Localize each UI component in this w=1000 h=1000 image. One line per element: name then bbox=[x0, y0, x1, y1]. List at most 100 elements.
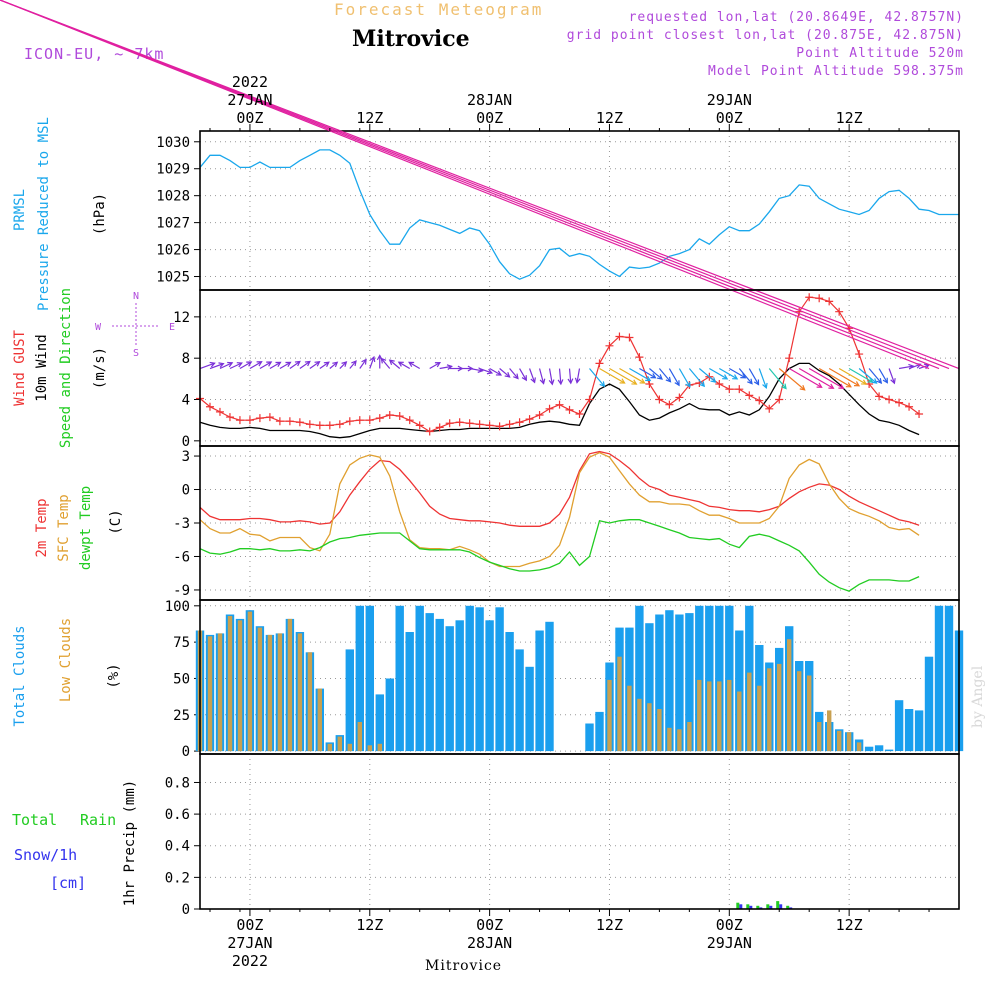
y-tick-label: 1028 bbox=[156, 189, 190, 205]
total-cloud-bar bbox=[655, 614, 664, 752]
y-tick-label: 50 bbox=[173, 671, 190, 687]
rain-bar bbox=[776, 901, 780, 909]
gust-marker bbox=[215, 407, 224, 416]
low-cloud-bar bbox=[787, 639, 792, 752]
gust-marker bbox=[755, 396, 764, 405]
panel-clouds: 0 25 50 75 100 bbox=[165, 599, 964, 760]
gust-marker bbox=[745, 391, 754, 400]
y-tick-label: 8 bbox=[182, 351, 190, 367]
gust-marker bbox=[565, 405, 574, 414]
gust-marker bbox=[715, 380, 724, 389]
wind-arrow-head bbox=[699, 381, 706, 388]
wind-arrow bbox=[639, 367, 657, 379]
wind-arrow bbox=[798, 367, 835, 389]
low-cloud-bar bbox=[227, 616, 233, 752]
gridpoint-coords: grid point closest lon,lat (20.875E, 42.… bbox=[566, 28, 964, 43]
wind-arrow-shaft bbox=[349, 360, 357, 369]
wind-arrow bbox=[429, 362, 441, 370]
y-tick-label: 25 bbox=[173, 708, 190, 724]
gust-marker bbox=[535, 411, 544, 420]
wind-arrow-head bbox=[548, 379, 555, 386]
low-cloud-bar bbox=[647, 703, 652, 752]
wind-arrow bbox=[698, 368, 717, 383]
rain-bar bbox=[766, 904, 770, 909]
wind-arrow-head bbox=[397, 361, 404, 367]
wind-arrow-head bbox=[294, 360, 301, 367]
wind-arrow-shaft bbox=[380, 358, 391, 369]
wind-direction-label: Speed and Direction bbox=[58, 288, 74, 448]
wind-arrow-head bbox=[799, 384, 806, 391]
wind-arrow-shaft bbox=[589, 368, 605, 387]
wind-arrow-shaft bbox=[319, 361, 330, 370]
wind-arrow-shaft bbox=[499, 368, 510, 378]
wind-arrow-shaft bbox=[279, 361, 291, 370]
low-cloud-bar bbox=[307, 652, 313, 752]
wind-arrow-head bbox=[227, 361, 234, 368]
gust-marker bbox=[525, 415, 534, 424]
total-cloud-bar bbox=[445, 626, 454, 752]
panel-pressure: 1025 1026 1027 1028 1029 1030 bbox=[156, 130, 960, 291]
wind-arrow-head bbox=[369, 355, 376, 363]
total-cloud-bar bbox=[485, 620, 494, 752]
gust-marker bbox=[375, 414, 384, 423]
wind-arrow-head bbox=[845, 382, 852, 388]
low-cloud-bar bbox=[827, 710, 832, 752]
pressure-unit: (hPa) bbox=[92, 193, 108, 235]
wind-arrow bbox=[369, 355, 376, 369]
wind-arrow-head bbox=[574, 377, 581, 384]
wind-arrow bbox=[808, 367, 845, 389]
gust-marker bbox=[435, 423, 444, 432]
wind-arrow-shaft bbox=[619, 367, 645, 384]
wind-arrow bbox=[678, 368, 691, 388]
total-cloud-bar bbox=[435, 618, 444, 752]
gust-marker bbox=[415, 421, 424, 430]
wind-arrow-shaft bbox=[768, 368, 787, 389]
rain-bar bbox=[746, 904, 750, 909]
gust-marker bbox=[245, 416, 254, 425]
wind-arrow-head bbox=[816, 382, 823, 388]
wind-arrow-head bbox=[388, 359, 395, 366]
total-cloud-bar bbox=[595, 711, 604, 752]
wind-arrow-shaft bbox=[489, 367, 502, 376]
wind-arrow bbox=[688, 368, 706, 388]
wind-arrow-head bbox=[747, 378, 753, 385]
wind-arrow-shaft bbox=[848, 367, 873, 383]
top-time-label: 2022 bbox=[232, 73, 268, 91]
series-line-2m-temp bbox=[199, 450, 920, 527]
gust-marker bbox=[485, 421, 494, 430]
top-time-label: 12Z bbox=[836, 109, 863, 127]
low-cloud-bar bbox=[717, 681, 722, 752]
gust-marker bbox=[665, 400, 674, 409]
wind-arrow-shaft bbox=[339, 361, 347, 369]
series-line-dewpt-temp bbox=[199, 519, 920, 592]
wind-arrow-shaft bbox=[908, 363, 921, 370]
gust-marker bbox=[555, 400, 564, 409]
wind-arrow bbox=[838, 367, 868, 385]
chart-subtitle: Forecast Meteogram bbox=[334, 0, 544, 19]
wind-arrow-shaft bbox=[259, 361, 272, 370]
point-altitude: Point Altitude 520m bbox=[796, 46, 964, 61]
compass-north: N bbox=[133, 291, 139, 302]
wind-arrow-shaft bbox=[668, 368, 680, 386]
wind-arrow-shaft bbox=[229, 362, 243, 370]
wind-arrow bbox=[289, 360, 301, 370]
total-cloud-bar bbox=[425, 613, 434, 752]
total-cloud-bar bbox=[884, 749, 894, 752]
y-tick-label: 1030 bbox=[156, 135, 190, 151]
wind-arrow bbox=[748, 368, 760, 386]
low-cloud-bar bbox=[747, 672, 752, 752]
gust-marker bbox=[235, 416, 244, 425]
wind-arrow bbox=[0, 0, 940, 370]
wind-arrow-head bbox=[256, 361, 263, 367]
wind-arrow-head bbox=[539, 378, 546, 385]
snow-bar bbox=[769, 905, 773, 909]
total-cloud-bar bbox=[725, 605, 734, 752]
wind-arrow bbox=[259, 361, 273, 370]
wind-arrow-shaft bbox=[0, 0, 940, 370]
total-cloud-bar bbox=[695, 605, 704, 752]
y-tick-label: 0.8 bbox=[165, 775, 190, 791]
wind-arrow-head bbox=[650, 373, 657, 379]
y-tick-label: 0.6 bbox=[165, 807, 190, 823]
wind-arrow-head bbox=[380, 357, 387, 364]
y-tick-label: 4 bbox=[182, 393, 190, 409]
